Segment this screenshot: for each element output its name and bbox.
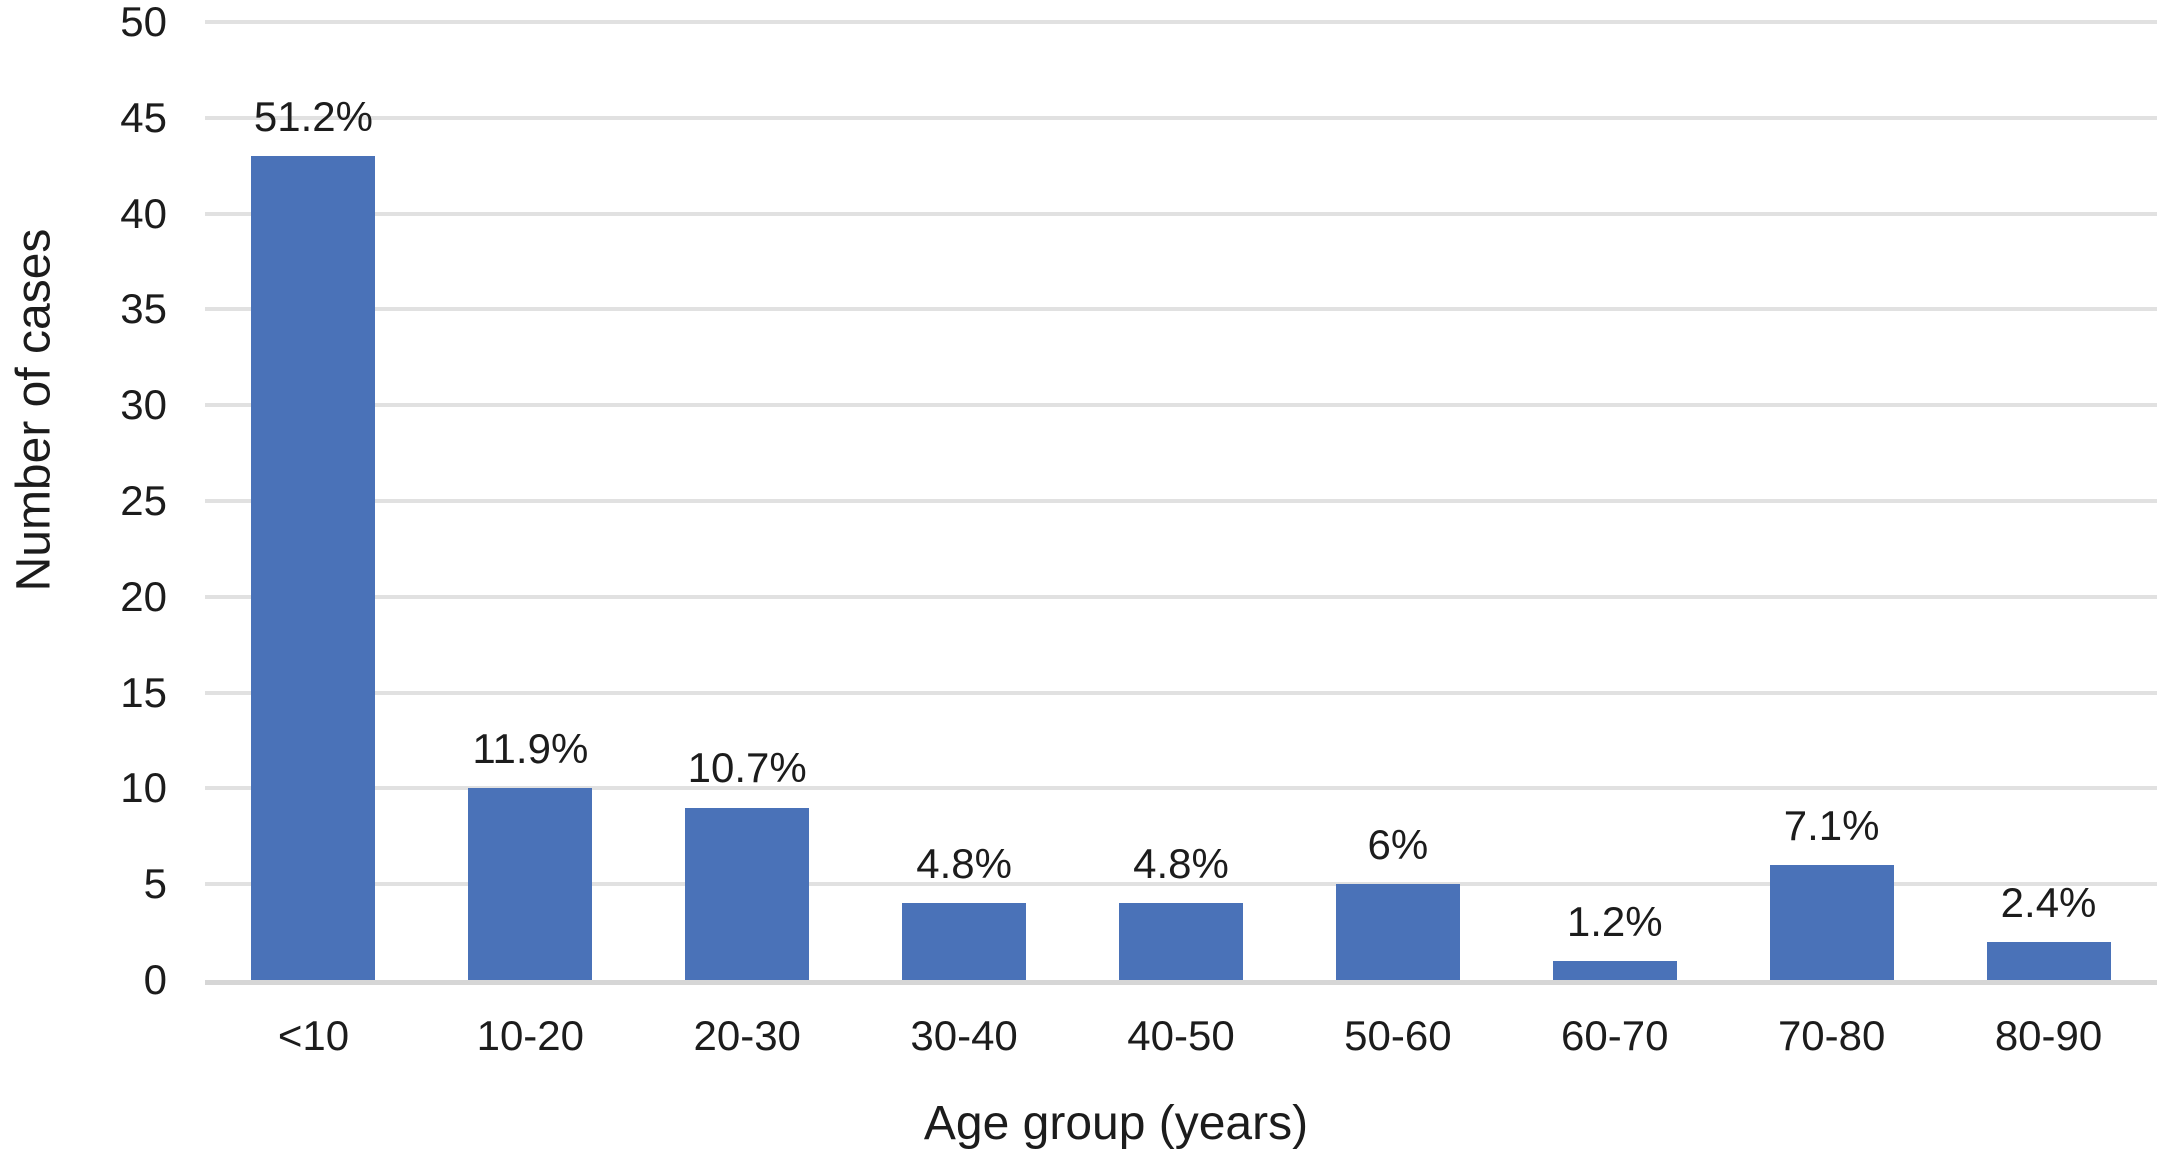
gridline-30 bbox=[205, 403, 2157, 408]
x-tick-label-80-90: 80-90 bbox=[1994, 1012, 2103, 1059]
y-tick-label-20: 20 bbox=[120, 572, 167, 620]
x-tick-label-20-30: 20-30 bbox=[693, 1012, 801, 1059]
x-tick-label-10-20: 10-20 bbox=[476, 1012, 585, 1059]
bar-value-label-<10: 51.2% bbox=[253, 92, 373, 140]
bar-<10 bbox=[251, 156, 376, 980]
bar-40-50 bbox=[1119, 903, 1243, 980]
y-tick-label-30: 30 bbox=[120, 381, 167, 429]
y-tick-label-40: 40 bbox=[120, 189, 167, 237]
bar-value-label-30-40: 4.8% bbox=[916, 840, 1012, 888]
y-tick-label-10: 10 bbox=[120, 764, 167, 812]
x-tick-label-50-60: 50-60 bbox=[1344, 1012, 1452, 1059]
y-tick-label-0: 0 bbox=[143, 956, 167, 1003]
y-tick-label-15: 15 bbox=[120, 668, 167, 716]
x-tick-label-<10: <10 bbox=[277, 1012, 350, 1059]
bar-80-90 bbox=[1986, 941, 2111, 980]
gridline-50 bbox=[205, 20, 2157, 24]
gridline-25 bbox=[205, 499, 2157, 503]
bar-value-label-40-50: 4.8% bbox=[1133, 840, 1229, 888]
gridline-5 bbox=[205, 882, 2157, 887]
bar-30-40 bbox=[902, 903, 1027, 980]
bar-value-label-50-60: 6% bbox=[1367, 821, 1429, 869]
gridline-35 bbox=[205, 307, 2157, 312]
gridline-15 bbox=[205, 690, 2157, 695]
bar-value-label-60-70: 1.2% bbox=[1566, 897, 1663, 945]
gridline-45 bbox=[205, 115, 2157, 120]
gridline-20 bbox=[205, 594, 2157, 599]
x-axis-baseline bbox=[205, 980, 2157, 985]
bar-value-label-80-90: 2.4% bbox=[2000, 878, 2097, 926]
bar-20-30 bbox=[685, 807, 810, 980]
bar-70-80 bbox=[1769, 865, 1894, 980]
y-tick-label-45: 45 bbox=[120, 93, 167, 141]
y-tick-label-35: 35 bbox=[120, 285, 167, 333]
x-tick-label-70-80: 70-80 bbox=[1777, 1012, 1886, 1059]
bar-60-70 bbox=[1552, 960, 1677, 980]
x-tick-label-40-50: 40-50 bbox=[1127, 1012, 1235, 1059]
x-tick-label-30-40: 30-40 bbox=[910, 1012, 1018, 1059]
bar-50-60 bbox=[1335, 884, 1460, 980]
x-axis-title: Age group (years) bbox=[923, 1097, 1309, 1150]
y-tick-label-50: 50 bbox=[120, 0, 167, 45]
y-tick-label-25: 25 bbox=[120, 477, 167, 524]
bar-value-label-20-30: 10.7% bbox=[687, 744, 807, 792]
y-tick-label-5: 5 bbox=[143, 860, 167, 908]
bar-value-label-10-20: 11.9% bbox=[472, 725, 589, 773]
y-axis-title: Number of cases bbox=[7, 228, 61, 592]
bar-10-20 bbox=[468, 788, 593, 980]
gridline-40 bbox=[205, 211, 2157, 216]
x-tick-label-60-70: 60-70 bbox=[1561, 1012, 1669, 1059]
plot-area: 51.2% 11.9% 10.7% 4.8% 4.8% 6% 1.2% 7.1% 2.4% bbox=[205, 20, 2157, 985]
bar-value-label-70-80: 7.1% bbox=[1783, 801, 1880, 849]
gridline-10 bbox=[205, 786, 2157, 791]
